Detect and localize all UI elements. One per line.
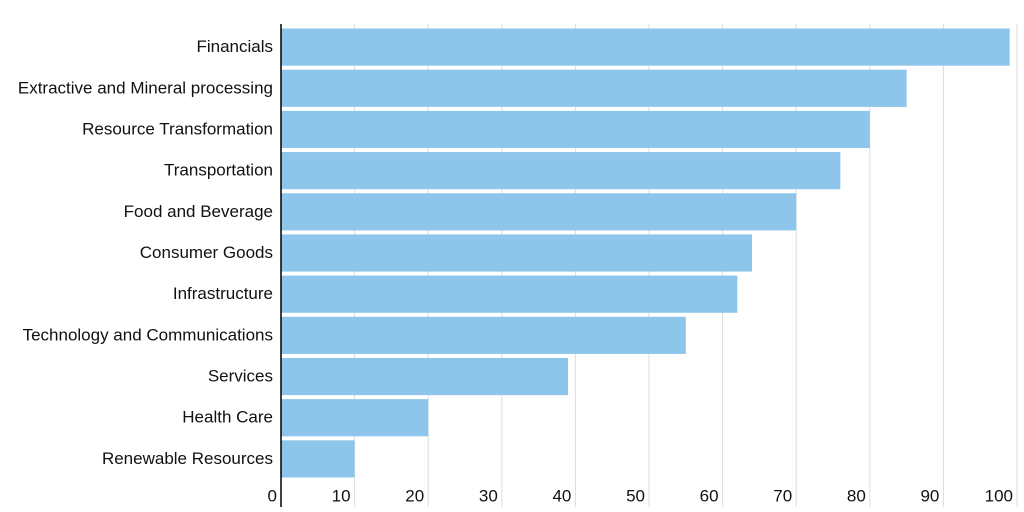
y-tick-label: Renewable Resources (102, 449, 273, 468)
y-tick-label: Resource Transformation (82, 119, 273, 138)
y-tick-label: Technology and Communications (23, 325, 273, 344)
bar (281, 28, 1010, 66)
x-tick-label: 10 (332, 486, 351, 505)
bar (281, 69, 907, 107)
x-tick-label: 70 (773, 486, 792, 505)
y-tick-label: Transportation (164, 161, 273, 180)
y-tick-label: Infrastructure (173, 284, 273, 303)
y-tick-label: Services (208, 367, 273, 386)
y-tick-label: Food and Beverage (124, 202, 273, 221)
x-tick-label: 40 (552, 486, 571, 505)
x-tick-label: 50 (626, 486, 645, 505)
x-tick-label: 0 (268, 486, 277, 505)
x-tick-label: 90 (920, 486, 939, 505)
bar (281, 234, 753, 272)
bar (281, 193, 797, 231)
x-tick-label: 20 (405, 486, 424, 505)
bar (281, 110, 870, 149)
y-tick-label: Financials (196, 37, 273, 56)
bar (281, 440, 355, 478)
y-tick-label: Consumer Goods (140, 243, 273, 262)
bar (281, 152, 841, 190)
bar (281, 399, 429, 437)
bar (281, 316, 686, 354)
x-tick-label: 30 (479, 486, 498, 505)
x-tick-label: 80 (847, 486, 866, 505)
y-tick-label: Extractive and Mineral processing (18, 78, 273, 97)
bar (281, 275, 738, 313)
x-tick-label: 100 (985, 486, 1013, 505)
bar (281, 357, 569, 396)
y-tick-label: Health Care (182, 408, 273, 427)
x-tick-label: 60 (700, 486, 719, 505)
